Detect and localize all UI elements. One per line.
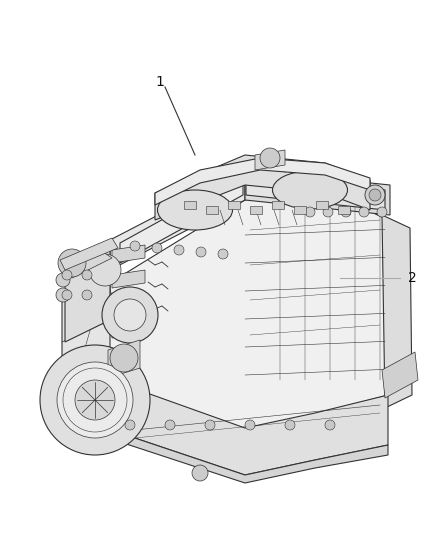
Polygon shape xyxy=(311,170,338,179)
Polygon shape xyxy=(294,206,306,214)
Circle shape xyxy=(110,344,138,372)
Polygon shape xyxy=(290,185,388,400)
Circle shape xyxy=(82,270,92,280)
Ellipse shape xyxy=(158,190,233,230)
Polygon shape xyxy=(65,248,110,342)
Polygon shape xyxy=(182,195,209,207)
Text: 2: 2 xyxy=(408,271,417,285)
Circle shape xyxy=(377,207,387,217)
Circle shape xyxy=(75,380,115,420)
Circle shape xyxy=(57,362,133,438)
Circle shape xyxy=(89,254,121,286)
Polygon shape xyxy=(110,170,245,270)
Polygon shape xyxy=(108,340,140,378)
Polygon shape xyxy=(155,155,370,220)
Polygon shape xyxy=(105,428,388,483)
Circle shape xyxy=(114,299,146,331)
Polygon shape xyxy=(316,201,328,209)
Circle shape xyxy=(165,420,175,430)
Polygon shape xyxy=(382,215,412,408)
Circle shape xyxy=(56,288,70,302)
Polygon shape xyxy=(206,206,218,214)
Polygon shape xyxy=(62,270,110,405)
Polygon shape xyxy=(287,165,314,174)
Circle shape xyxy=(369,189,381,201)
Polygon shape xyxy=(275,163,302,172)
Circle shape xyxy=(205,420,215,430)
Circle shape xyxy=(245,420,255,430)
Polygon shape xyxy=(60,238,118,270)
Polygon shape xyxy=(112,270,145,288)
Circle shape xyxy=(365,185,385,205)
Polygon shape xyxy=(112,245,145,263)
Polygon shape xyxy=(120,175,243,263)
Circle shape xyxy=(130,241,140,251)
Circle shape xyxy=(341,207,351,217)
Circle shape xyxy=(152,243,162,253)
Circle shape xyxy=(192,465,208,481)
Polygon shape xyxy=(255,150,285,170)
Polygon shape xyxy=(382,352,418,398)
Circle shape xyxy=(305,207,315,217)
Polygon shape xyxy=(184,201,196,209)
Circle shape xyxy=(174,245,184,255)
Circle shape xyxy=(260,148,280,168)
Circle shape xyxy=(359,207,369,217)
Polygon shape xyxy=(112,320,145,338)
Circle shape xyxy=(40,345,150,455)
Circle shape xyxy=(285,420,295,430)
Circle shape xyxy=(125,420,135,430)
Text: 1: 1 xyxy=(155,75,164,89)
Polygon shape xyxy=(170,191,197,204)
Polygon shape xyxy=(112,295,145,313)
Circle shape xyxy=(58,249,86,277)
Polygon shape xyxy=(250,206,262,214)
Circle shape xyxy=(62,270,72,280)
Polygon shape xyxy=(155,158,370,205)
Circle shape xyxy=(325,420,335,430)
Polygon shape xyxy=(60,250,112,278)
Polygon shape xyxy=(338,206,350,214)
Polygon shape xyxy=(272,201,284,209)
Circle shape xyxy=(82,290,92,300)
Polygon shape xyxy=(299,168,326,177)
Circle shape xyxy=(62,290,72,300)
Polygon shape xyxy=(90,185,388,430)
Ellipse shape xyxy=(272,171,347,209)
Circle shape xyxy=(323,207,333,217)
Polygon shape xyxy=(194,199,221,211)
Polygon shape xyxy=(158,188,185,200)
Polygon shape xyxy=(55,375,95,412)
Polygon shape xyxy=(245,170,315,370)
Polygon shape xyxy=(105,378,388,475)
Polygon shape xyxy=(245,170,390,215)
Polygon shape xyxy=(228,201,240,209)
Circle shape xyxy=(56,273,70,287)
Circle shape xyxy=(218,249,228,259)
Polygon shape xyxy=(246,175,385,210)
Circle shape xyxy=(102,287,158,343)
Circle shape xyxy=(196,247,206,257)
